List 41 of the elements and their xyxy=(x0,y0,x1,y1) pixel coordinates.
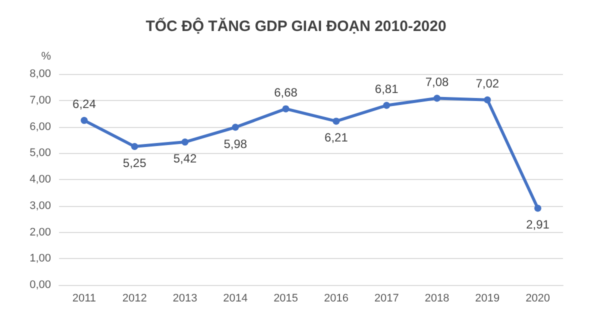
point xyxy=(232,124,239,131)
point xyxy=(332,118,340,125)
y-tick-label: 8,00 xyxy=(30,68,51,80)
x-tick-label: 2019 xyxy=(475,292,500,304)
data-label: 6,68 xyxy=(274,85,298,100)
y-tick-label: 1,00 xyxy=(30,252,51,265)
data-label: 6,81 xyxy=(374,82,399,96)
point xyxy=(80,116,88,124)
x-tick-label: 2017 xyxy=(374,292,399,304)
y-tick-label: 7,00 xyxy=(30,94,51,106)
x-tick-label: 2015 xyxy=(274,292,298,304)
point xyxy=(131,143,138,150)
x-tick-label: 2013 xyxy=(172,292,198,304)
y-tick-label: 2,00 xyxy=(30,226,51,238)
data-label: 7,08 xyxy=(425,74,449,89)
y-tick-label: 3,00 xyxy=(30,200,51,212)
data-label: 5,42 xyxy=(173,152,197,166)
x-tick-label: 2014 xyxy=(223,292,248,304)
data-label: 6,21 xyxy=(324,130,348,145)
y-tick-label: 5,00 xyxy=(30,147,51,160)
x-tick-label: 2012 xyxy=(122,292,147,304)
data-label: 5,25 xyxy=(122,156,147,170)
data-label: 5,98 xyxy=(224,136,248,151)
x-tick-label: 2016 xyxy=(324,292,348,304)
chart-title: TỐC ĐỘ TĂNG GDP GIAI ĐOẠN 2010-2020 xyxy=(146,17,446,35)
y-tick-label: 4,00 xyxy=(30,174,51,186)
point xyxy=(534,204,542,212)
y-tick-label: 0,00 xyxy=(30,279,51,291)
point xyxy=(434,94,440,102)
point xyxy=(182,138,188,146)
data-label: 2,91 xyxy=(526,218,550,232)
data-label: 6,24 xyxy=(72,96,96,111)
x-tick-label: 2018 xyxy=(424,292,450,304)
point xyxy=(383,102,390,109)
point xyxy=(484,96,491,104)
data-label: 7,02 xyxy=(476,76,500,90)
y-axis-title: % xyxy=(41,50,52,62)
y-tick-label: 6,00 xyxy=(30,120,51,133)
x-tick-label: 2020 xyxy=(526,292,550,304)
point xyxy=(282,105,290,112)
x-tick-label: 2011 xyxy=(72,292,96,304)
